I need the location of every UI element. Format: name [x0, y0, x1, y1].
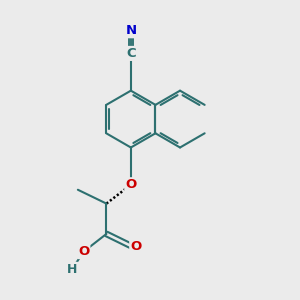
Text: H: H — [67, 263, 77, 276]
Text: O: O — [130, 240, 142, 253]
Text: O: O — [78, 245, 89, 258]
Text: O: O — [125, 178, 136, 191]
Text: C: C — [126, 47, 136, 60]
Text: N: N — [125, 24, 136, 37]
